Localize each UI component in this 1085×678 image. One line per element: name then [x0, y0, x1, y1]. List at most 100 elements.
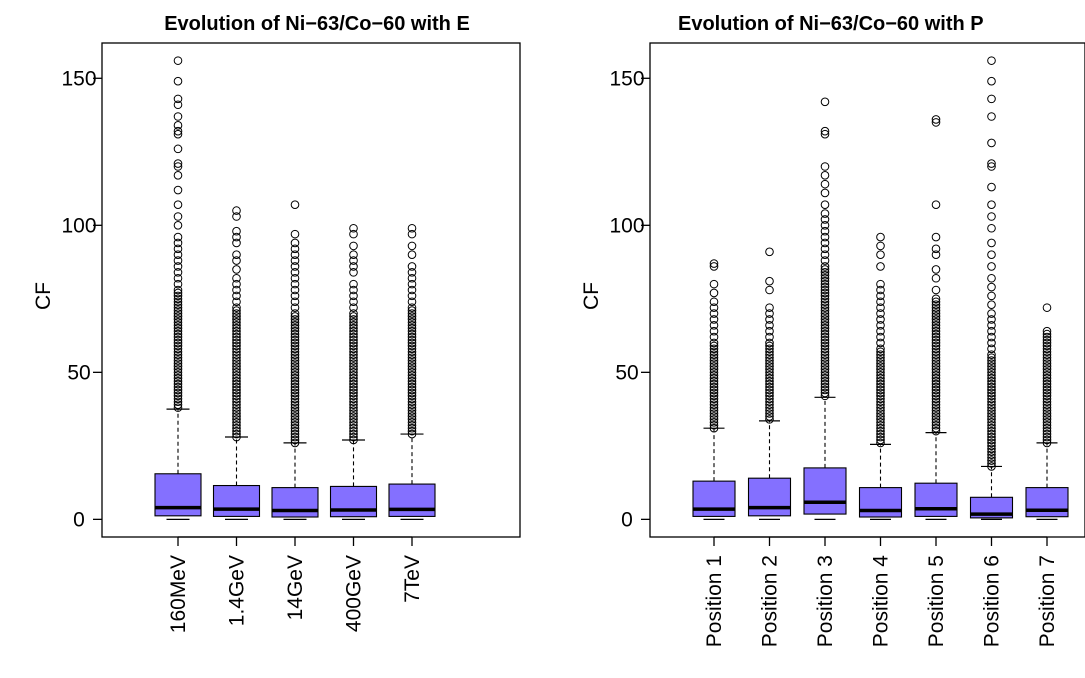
outlier-point [876, 359, 885, 368]
outlier-point [765, 359, 774, 368]
outlier-point [173, 171, 183, 180]
outlier-point [290, 379, 300, 389]
outlier-point [987, 76, 996, 86]
outlier-point [407, 353, 417, 362]
outlier-point [876, 373, 885, 383]
outlier-point [931, 294, 941, 304]
outlier-point [407, 262, 417, 271]
outlier-point [232, 370, 241, 380]
outlier-point [765, 394, 774, 404]
outlier-point [407, 335, 417, 345]
x-tick-label: 1.4GeV [226, 555, 249, 626]
outlier-point [173, 318, 183, 327]
outlier-point [232, 285, 241, 295]
outlier-point [173, 338, 183, 348]
outlier-point [931, 309, 941, 318]
outlier-point [407, 341, 417, 351]
x-tick-label: Position 1 [703, 555, 726, 647]
outlier-point [987, 444, 996, 454]
outlier-point [349, 341, 358, 351]
outlier-point [820, 300, 830, 310]
y-tick-label: 50 [67, 361, 90, 384]
outlier-point [407, 344, 417, 354]
outlier-point [1042, 344, 1052, 354]
outlier-point [173, 285, 183, 295]
outlier-point [820, 320, 830, 330]
outlier-point [349, 303, 358, 312]
outlier-point [1042, 426, 1052, 436]
outlier-point [876, 356, 885, 365]
outlier-point [290, 279, 300, 289]
outlier-point [820, 338, 830, 348]
outlier-point [876, 362, 885, 371]
outlier-point [232, 412, 241, 421]
outlier-point [876, 232, 885, 242]
outlier-point [407, 391, 417, 401]
outlier-point [709, 350, 719, 359]
outlier-point [1042, 379, 1052, 389]
outlier-point [232, 303, 241, 312]
outlier-point [1042, 365, 1052, 374]
outlier-point [765, 370, 774, 380]
outlier-point [173, 232, 183, 242]
outlier-point [1042, 412, 1052, 421]
outlier-point [232, 385, 241, 395]
y-tick-label: 0 [621, 508, 633, 531]
outlier-point [349, 409, 358, 418]
outlier-point [349, 291, 358, 301]
outlier-point [876, 250, 885, 260]
outlier-point [931, 244, 941, 254]
outlier-point [931, 400, 941, 409]
outlier-point [232, 338, 241, 348]
outlier-point [876, 420, 885, 430]
outlier-point [931, 303, 941, 312]
outlier-point [709, 259, 719, 268]
outlier-point [765, 379, 774, 389]
outlier-point [765, 365, 774, 374]
outlier-point [173, 379, 183, 389]
outlier-point [1042, 373, 1052, 383]
outlier-point [931, 409, 941, 418]
outlier-point [173, 94, 183, 104]
outlier-point [349, 376, 358, 386]
outlier-point [987, 397, 996, 407]
outlier-point [290, 423, 300, 433]
outlier-point [987, 362, 996, 371]
outlier-point [876, 241, 885, 251]
outlier-point [290, 341, 300, 351]
outlier-point [407, 326, 417, 336]
outlier-point [232, 291, 241, 301]
outlier-point [407, 312, 417, 321]
outlier-point [173, 268, 183, 277]
x-tick-label: Position 6 [981, 555, 1004, 647]
outlier-point [931, 394, 941, 404]
outlier-point [931, 285, 941, 295]
outlier-point [987, 382, 996, 392]
outlier-point [290, 332, 300, 342]
outlier-point [232, 329, 241, 339]
outlier-point [876, 303, 885, 312]
outlier-point [820, 232, 830, 242]
outlier-point [349, 388, 358, 398]
outlier-point [290, 368, 300, 377]
outlier-point [173, 56, 183, 65]
outlier-point [876, 379, 885, 389]
outlier-point [820, 215, 830, 224]
outlier-point [290, 388, 300, 398]
outlier-point [407, 223, 417, 233]
outlier-point [349, 335, 358, 345]
outlier-point [173, 100, 183, 110]
outlier-point [820, 373, 830, 383]
outlier-point [232, 376, 241, 386]
chart-title: Evolution of Ni−63/Co−60 with P [678, 13, 984, 35]
outlier-point [931, 323, 941, 333]
outlier-point [709, 376, 719, 386]
outlier-point [820, 200, 830, 210]
outlier-point [173, 288, 183, 298]
outlier-point [290, 250, 300, 260]
outlier-point [349, 279, 358, 289]
outlier-point [349, 362, 358, 371]
outlier-point [876, 423, 885, 433]
outlier-point [290, 359, 300, 368]
outlier-point [290, 432, 300, 442]
